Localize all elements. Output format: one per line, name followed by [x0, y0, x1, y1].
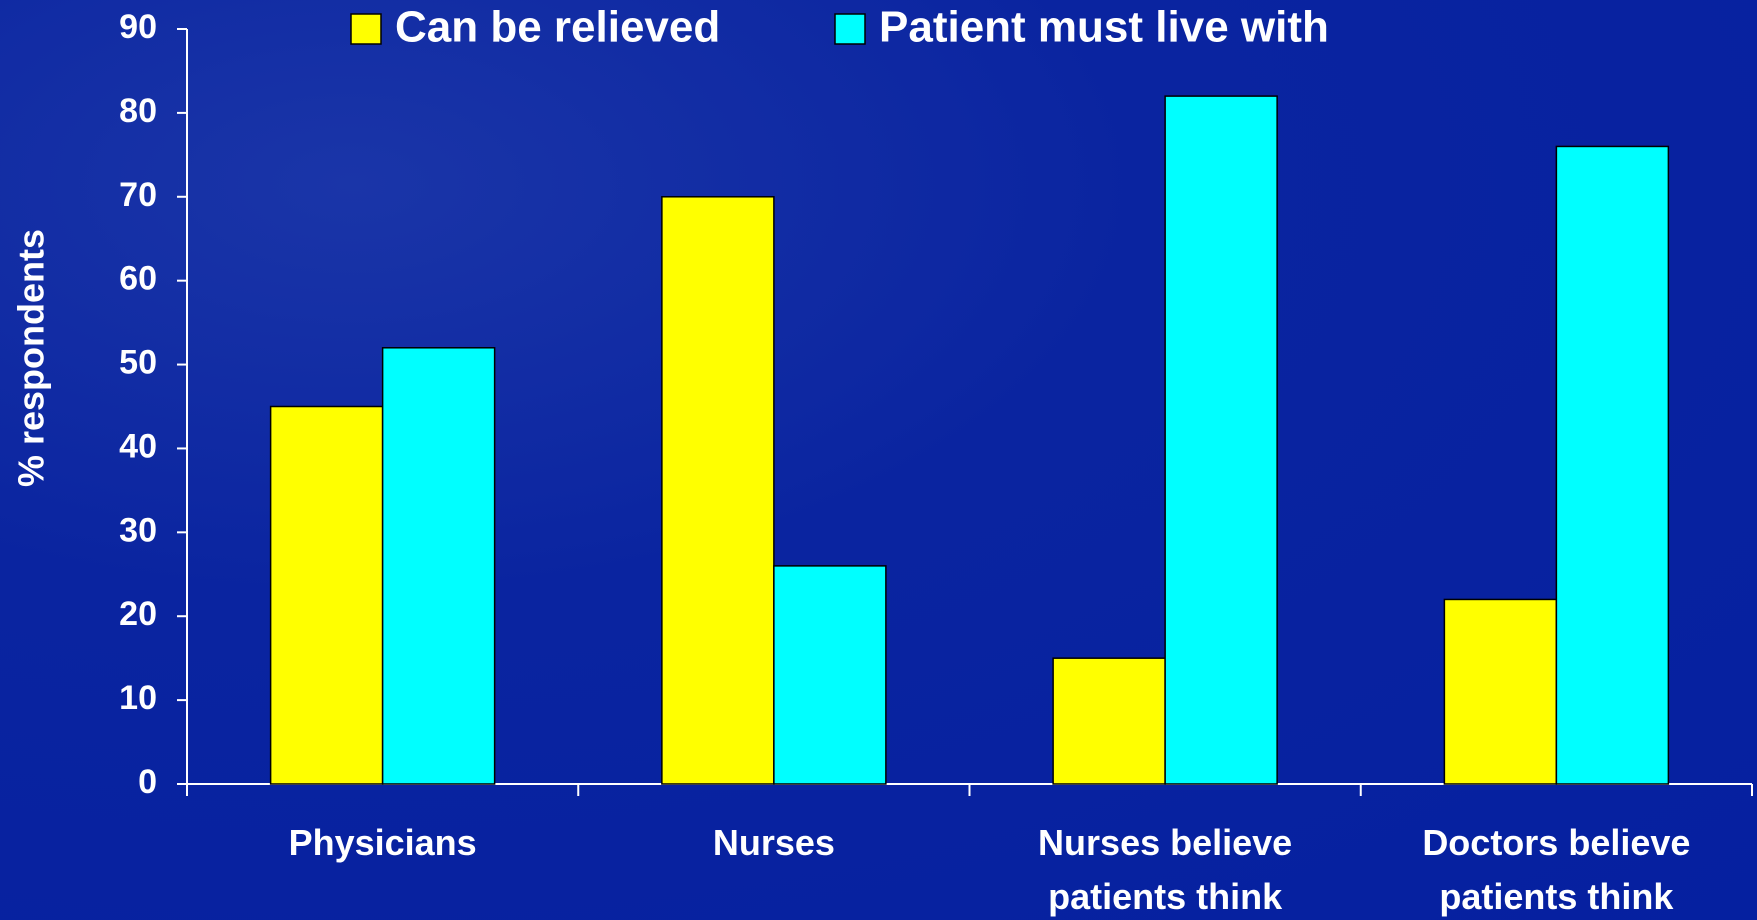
y-tick-label: 80	[119, 92, 157, 130]
legend-label: Patient must live with	[879, 3, 1329, 52]
y-tick-label: 30	[119, 511, 157, 549]
y-tick-label: 90	[119, 8, 157, 46]
y-tick-label: 20	[119, 595, 157, 633]
bar	[1164, 95, 1278, 785]
x-tick-label: Nurses	[712, 822, 835, 863]
y-tick-label: 50	[119, 344, 157, 382]
y-tick-label: 60	[119, 260, 157, 298]
y-tick-label: 0	[138, 763, 157, 801]
bar	[1443, 598, 1558, 785]
y-tick-label: 10	[119, 679, 157, 717]
legend-label: Can be relieved	[395, 3, 720, 52]
x-tick-label: Nurses believe patients think	[1038, 822, 1293, 917]
bar	[269, 405, 384, 785]
legend-swatch	[350, 13, 382, 45]
x-tick-label: Physicians	[288, 822, 477, 863]
x-tick-label: Doctors believe patients think	[1422, 822, 1691, 917]
bar	[1555, 145, 1670, 785]
y-axis-label: % respondents	[11, 229, 52, 487]
bar	[773, 565, 887, 785]
bar	[661, 196, 775, 785]
legend-swatch	[834, 13, 866, 45]
bar	[381, 347, 496, 785]
y-tick-label: 40	[119, 427, 157, 465]
bar	[1052, 657, 1166, 785]
y-tick-label: 70	[119, 176, 157, 214]
